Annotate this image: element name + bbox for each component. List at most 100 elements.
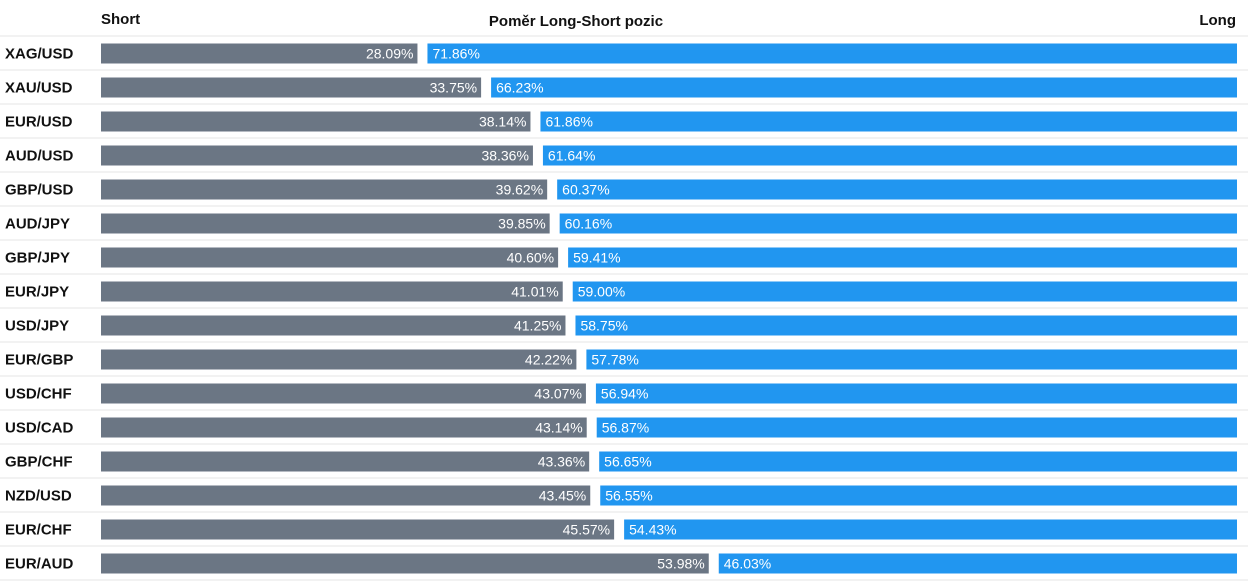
short-bar <box>101 315 566 336</box>
row-label: XAG/USD <box>5 46 74 63</box>
long-value-label: 56.65% <box>604 454 651 470</box>
row-label: EUR/JPY <box>5 284 69 301</box>
short-bar <box>101 451 590 472</box>
short-bar <box>101 111 531 132</box>
short-value-label: 39.85% <box>498 216 545 232</box>
long-value-label: 54.43% <box>629 522 676 538</box>
chart-title: Poměr Long-Short pozic <box>489 13 663 30</box>
long-value-label: 60.37% <box>562 182 609 198</box>
chart-row: XAG/USD 28.09% 71.86% <box>5 43 1237 64</box>
chart-row: USD/CAD 43.14% 56.87% <box>5 417 1237 438</box>
chart-row: USD/CHF 43.07% 56.94% <box>5 383 1237 404</box>
long-value-label: 61.86% <box>545 114 592 130</box>
chart-row: EUR/CHF 45.57% 54.43% <box>5 519 1237 540</box>
short-bar <box>101 349 577 370</box>
short-value-label: 38.36% <box>481 148 528 164</box>
chart-row: GBP/USD 39.62% 60.37% <box>5 179 1237 200</box>
chart-row: EUR/AUD 53.98% 46.03% <box>5 553 1237 574</box>
short-bar <box>101 247 559 268</box>
long-bar <box>575 315 1237 336</box>
long-bar <box>559 213 1237 234</box>
chart-rows: XAG/USD 28.09% 71.86% XAU/USD 33.75% 66.23% EU… <box>5 43 1237 574</box>
row-label: EUR/AUD <box>5 556 74 573</box>
short-value-label: 43.45% <box>539 488 586 504</box>
chart-row: GBP/CHF 43.36% 56.65% <box>5 451 1237 472</box>
short-value-label: 28.09% <box>366 46 413 62</box>
long-value-label: 60.16% <box>565 216 612 232</box>
short-value-label: 43.14% <box>535 420 582 436</box>
short-value-label: 33.75% <box>430 80 477 96</box>
long-bar <box>572 281 1237 302</box>
chart-row: XAU/USD 33.75% 66.23% <box>5 77 1237 98</box>
short-bar <box>101 213 550 234</box>
short-value-label: 40.60% <box>507 250 554 266</box>
long-value-label: 46.03% <box>724 556 771 572</box>
long-value-label: 56.94% <box>601 386 648 402</box>
long-bar <box>540 111 1237 132</box>
chart-row: GBP/JPY 40.60% 59.41% <box>5 247 1237 268</box>
row-label: USD/CHF <box>5 386 72 403</box>
chart-row: NZD/USD 43.45% 56.55% <box>5 485 1237 506</box>
row-label: NZD/USD <box>5 488 72 505</box>
short-bar <box>101 77 482 98</box>
row-label: AUD/JPY <box>5 216 70 233</box>
short-bar <box>101 145 533 166</box>
short-value-label: 38.14% <box>479 114 526 130</box>
short-value-label: 53.98% <box>657 556 704 572</box>
long-value-label: 66.23% <box>496 80 543 96</box>
long-bar <box>624 519 1237 540</box>
long-bar <box>596 417 1237 438</box>
long-value-label: 59.00% <box>578 284 625 300</box>
short-bar <box>101 43 418 64</box>
row-label: GBP/JPY <box>5 250 70 267</box>
long-value-label: 57.78% <box>591 352 638 368</box>
short-value-label: 42.22% <box>525 352 572 368</box>
short-value-label: 41.01% <box>511 284 558 300</box>
short-bar <box>101 179 548 200</box>
chart-row: AUD/JPY 39.85% 60.16% <box>5 213 1237 234</box>
long-bar <box>586 349 1237 370</box>
long-header: Long <box>1199 12 1236 29</box>
chart-row: EUR/JPY 41.01% 59.00% <box>5 281 1237 302</box>
long-bar <box>427 43 1237 64</box>
short-bar <box>101 519 615 540</box>
short-value-label: 39.62% <box>496 182 543 198</box>
chart-row: EUR/USD 38.14% 61.86% <box>5 111 1237 132</box>
short-bar <box>101 485 591 506</box>
short-header: Short <box>101 11 140 28</box>
short-bar <box>101 281 563 302</box>
long-value-label: 56.55% <box>605 488 652 504</box>
chart-row: USD/JPY 41.25% 58.75% <box>5 315 1237 336</box>
row-gridlines <box>0 35 1248 581</box>
short-bar <box>101 417 587 438</box>
long-bar <box>542 145 1237 166</box>
long-value-label: 58.75% <box>580 318 627 334</box>
long-bar <box>557 179 1237 200</box>
short-bar <box>101 383 586 404</box>
long-value-label: 56.87% <box>602 420 649 436</box>
row-label: XAU/USD <box>5 80 73 97</box>
long-bar <box>595 383 1237 404</box>
short-value-label: 41.25% <box>514 318 561 334</box>
long-bar <box>568 247 1237 268</box>
short-value-label: 43.07% <box>534 386 581 402</box>
short-value-label: 45.57% <box>563 522 610 538</box>
row-label: AUD/USD <box>5 148 74 165</box>
row-label: GBP/CHF <box>5 454 73 471</box>
long-bar <box>600 485 1237 506</box>
chart-row: AUD/USD 38.36% 61.64% <box>5 145 1237 166</box>
row-label: USD/JPY <box>5 318 69 335</box>
chart-row: EUR/GBP 42.22% 57.78% <box>5 349 1237 370</box>
short-value-label: 43.36% <box>538 454 585 470</box>
long-bar <box>599 451 1237 472</box>
long-value-label: 59.41% <box>573 250 620 266</box>
long-value-label: 71.86% <box>432 46 479 62</box>
row-label: EUR/GBP <box>5 352 73 369</box>
long-bar <box>491 77 1237 98</box>
long-value-label: 61.64% <box>548 148 595 164</box>
short-bar <box>101 553 709 574</box>
row-label: EUR/CHF <box>5 522 72 539</box>
row-label: GBP/USD <box>5 182 74 199</box>
row-label: EUR/USD <box>5 114 73 131</box>
